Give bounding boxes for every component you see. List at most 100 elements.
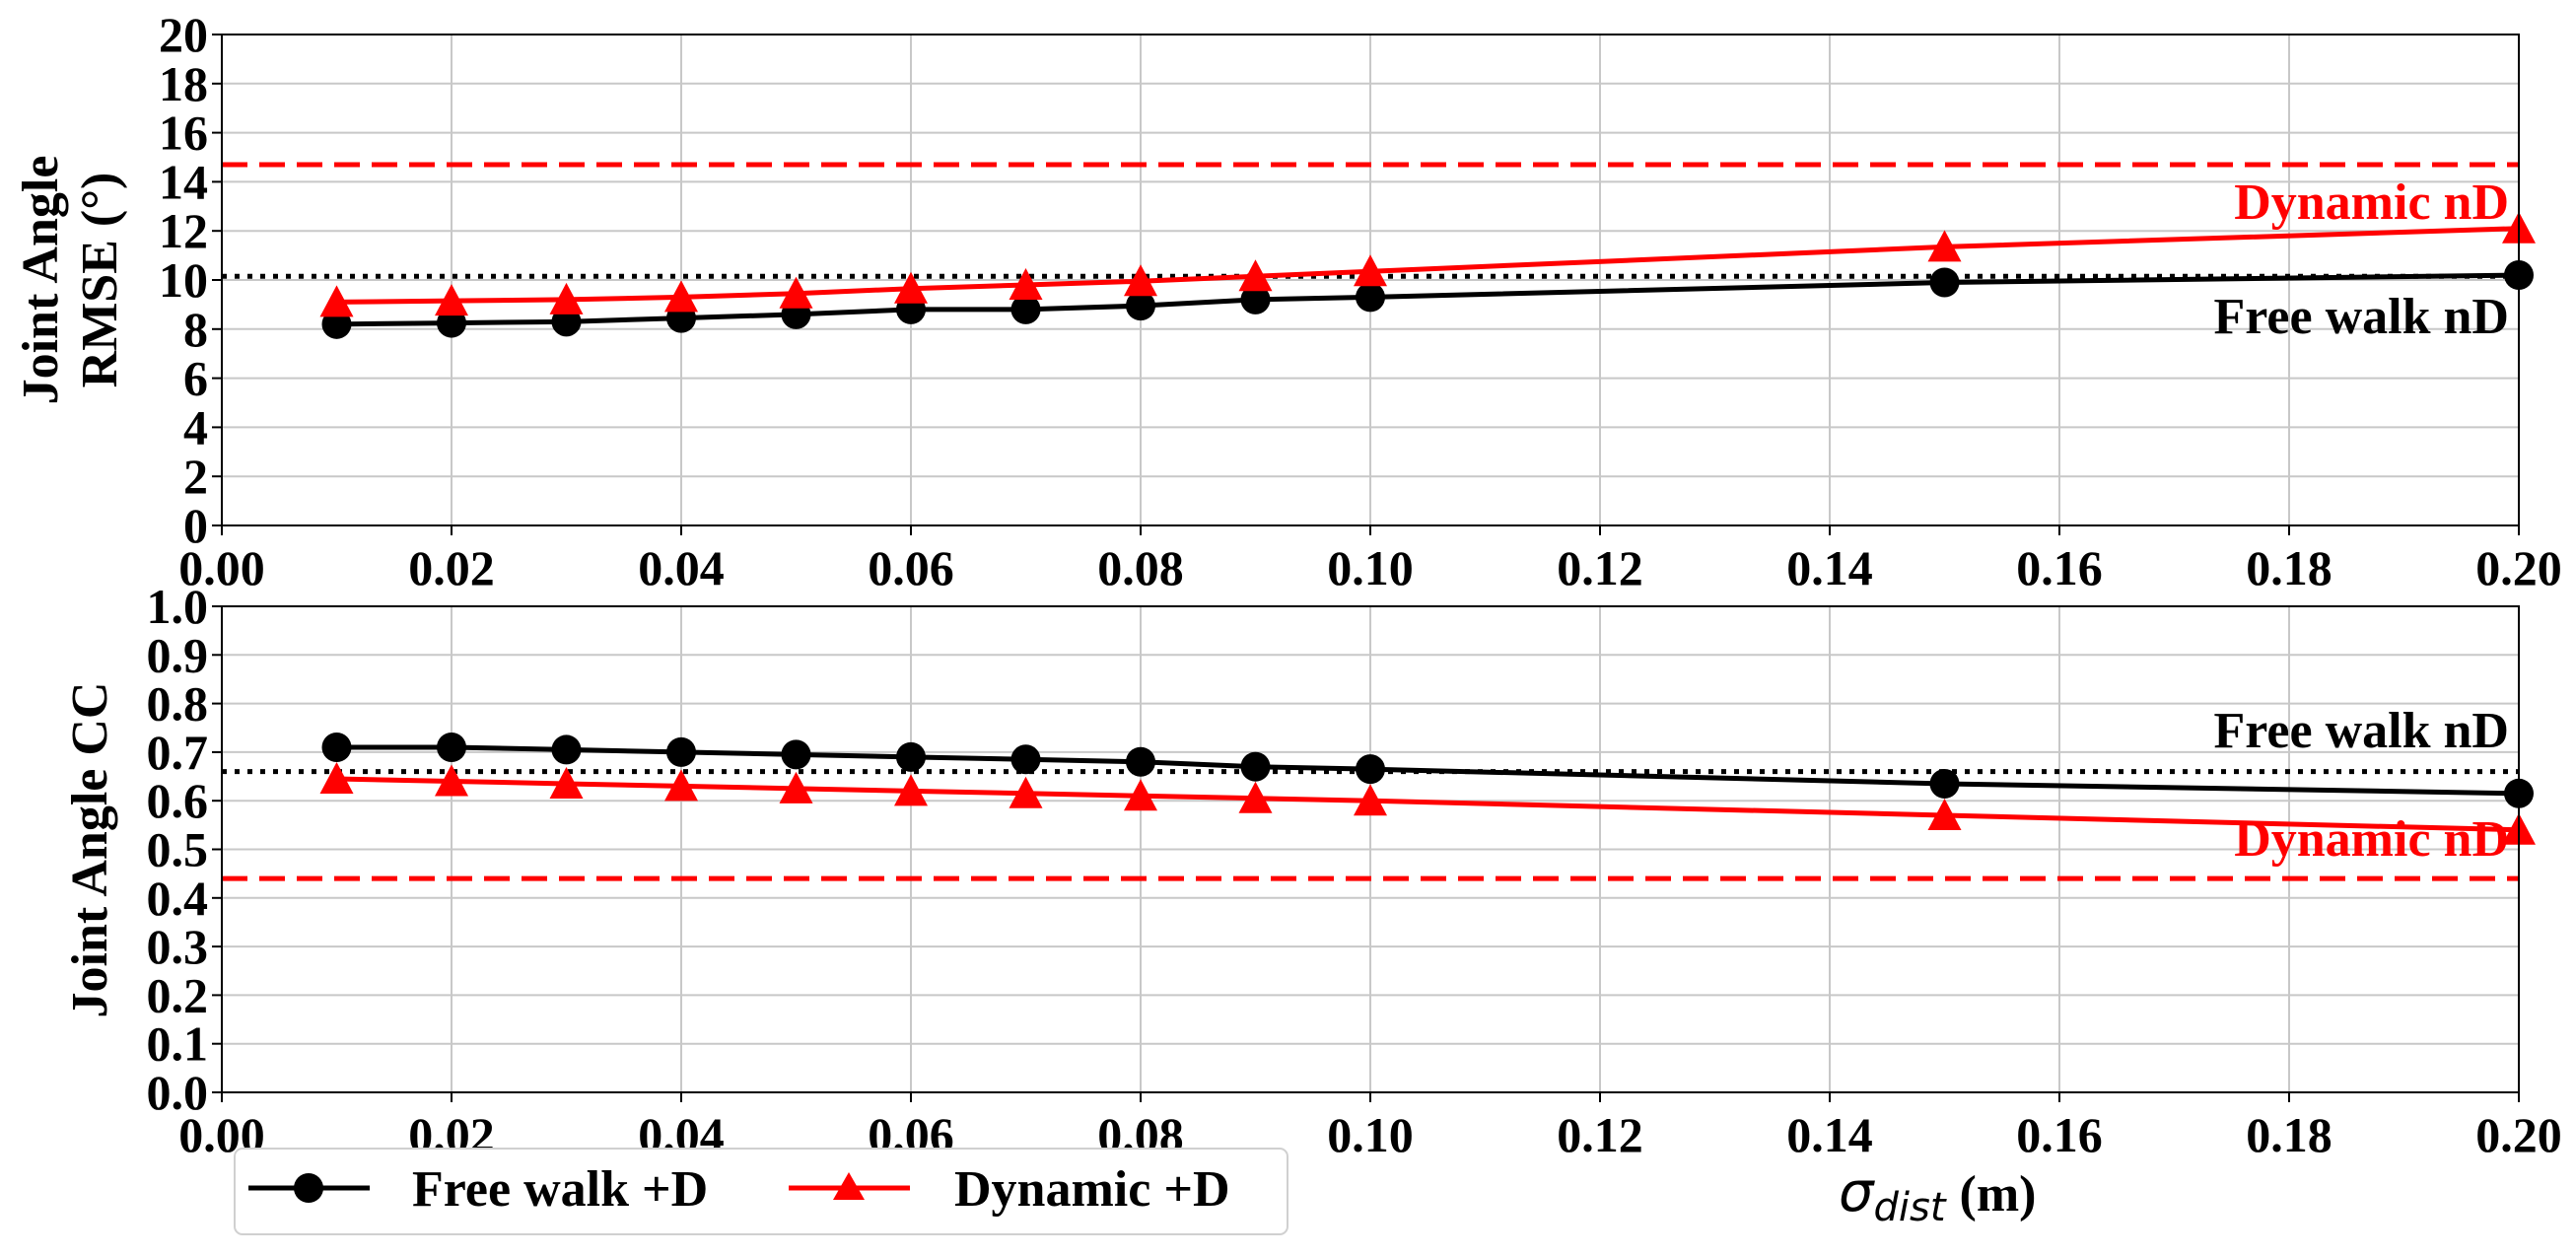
rmse-point-dynamic xyxy=(1238,259,1273,292)
cc-ylabel: Joint Angle CC xyxy=(62,682,118,1018)
rmse-x-tick-label: 0.00 xyxy=(178,540,265,595)
cc-y-tick-label: 0.9 xyxy=(147,627,209,682)
rmse-x-tick-label: 0.06 xyxy=(868,540,954,595)
rmse-y-tick-label: 18 xyxy=(159,56,208,111)
rmse-y-tick-label: 10 xyxy=(159,252,208,308)
rmse-point-dynamic xyxy=(319,285,354,317)
cc-series-line-free-walk xyxy=(336,744,2520,797)
cc-point-free-walk xyxy=(1929,768,1960,799)
cc-x-tick-label: 0.14 xyxy=(1786,1107,1873,1162)
cc-point-free-walk xyxy=(781,739,811,770)
cc-y-tick-label: 1.0 xyxy=(147,579,209,634)
rmse-y-tick-label: 20 xyxy=(159,7,208,62)
rmse-point-dynamic xyxy=(1354,254,1387,287)
rmse-x-tick-label: 0.08 xyxy=(1097,540,1184,595)
rmse-x-tick-label: 0.14 xyxy=(1786,540,1873,595)
cc-point-dynamic xyxy=(779,771,813,803)
rmse-y-tick-label: 8 xyxy=(183,302,208,357)
cc-y-tick-label: 0.6 xyxy=(147,773,209,828)
rmse-y-tick-label: 14 xyxy=(159,154,208,209)
rmse-y-tick-label: 12 xyxy=(159,203,208,258)
annotation-free-walk-nd-bottom: Free walk nD xyxy=(2214,703,2509,759)
rmse-point-free-walk xyxy=(1010,294,1041,324)
rmse-ylabel-line2: RMSE (°) xyxy=(72,173,128,388)
rmse-x-tick-label: 0.04 xyxy=(638,540,725,595)
rmse-point-free-walk xyxy=(1929,267,1960,298)
cc-x-tick-label: 0.20 xyxy=(2475,1107,2562,1162)
rmse-x-tick-label: 0.02 xyxy=(408,540,495,595)
x-axis-title: σdist (m) xyxy=(1839,1160,2036,1230)
rmse-point-dynamic xyxy=(549,282,584,314)
rmse-point-dynamic xyxy=(664,280,698,313)
legend-label-free-walk: Free walk +D xyxy=(412,1161,708,1218)
cc-y-tick-label: 0.7 xyxy=(147,725,209,780)
cc-grid xyxy=(221,605,2520,1093)
rmse-point-free-walk xyxy=(1240,284,1271,314)
rmse-point-dynamic xyxy=(1927,230,1962,262)
cc-point-free-walk xyxy=(551,734,582,765)
annotation-free-walk-nd-top: Free walk nD xyxy=(2214,289,2509,345)
rmse-x-tick-label: 0.12 xyxy=(1557,540,1643,595)
rmse-point-free-walk xyxy=(1126,291,1155,321)
legend: Free walk +D Dynamic +D xyxy=(234,1148,1288,1235)
rmse-point-dynamic xyxy=(1124,264,1157,297)
rmse-point-dynamic xyxy=(779,276,813,309)
cc-series xyxy=(319,732,2536,845)
annotation-dynamic-nd-top: Dynamic nD xyxy=(2234,175,2509,231)
cc-point-dynamic xyxy=(1354,784,1387,816)
cc-series-line-dynamic xyxy=(336,776,2520,833)
rmse-series-line-free-walk xyxy=(336,272,2520,327)
cc-point-dynamic xyxy=(435,764,468,797)
legend-marker-free-walk xyxy=(294,1173,323,1203)
cc-x-tick-label: 0.16 xyxy=(2016,1107,2103,1162)
cc-x-tick-label: 0.12 xyxy=(1557,1107,1643,1162)
cc-point-dynamic xyxy=(319,762,354,795)
cc-point-dynamic xyxy=(664,769,698,802)
cc-y-tick-label: 0.3 xyxy=(147,919,209,974)
rmse-x-tick-label: 0.18 xyxy=(2246,540,2332,595)
panel-cc: 0.00.10.20.30.40.50.60.70.80.91.0 0.00 0.… xyxy=(62,579,2562,1162)
rmse-x-ticks: 0.00 0.02 0.04 0.06 0.08 0.10 0.12 0.14 0.16 0.18… xyxy=(178,525,2562,595)
cc-point-free-walk xyxy=(321,732,352,762)
cc-point-free-walk xyxy=(1240,751,1271,782)
cc-y-tick-label: 0.5 xyxy=(147,822,209,877)
rmse-point-dynamic xyxy=(435,284,468,316)
cc-y-ticks: 0.00.10.20.30.40.50.60.70.80.91.0 xyxy=(147,579,222,1120)
cc-point-free-walk xyxy=(1010,744,1041,775)
cc-y-tick-label: 0.8 xyxy=(147,676,209,732)
cc-point-dynamic xyxy=(1009,776,1043,808)
cc-reference-lines xyxy=(222,769,2519,881)
rmse-point-free-walk xyxy=(1356,282,1385,313)
legend-marker-dynamic xyxy=(833,1172,865,1200)
cc-point-free-walk xyxy=(666,736,696,767)
cc-point-dynamic xyxy=(894,774,928,806)
cc-point-free-walk xyxy=(437,732,466,762)
cc-y-tick-label: 0.4 xyxy=(147,871,209,926)
cc-point-dynamic xyxy=(1124,779,1157,811)
rmse-x-tick-label: 0.20 xyxy=(2475,540,2562,595)
rmse-y-tick-label: 16 xyxy=(159,105,208,161)
legend-label-dynamic: Dynamic +D xyxy=(954,1161,1230,1218)
cc-y-tick-label: 0.2 xyxy=(147,967,209,1022)
rmse-point-dynamic xyxy=(894,271,928,304)
annotation-dynamic-nd-bottom: Dynamic nD xyxy=(2234,811,2509,868)
cc-point-dynamic xyxy=(1927,798,1962,830)
rmse-y-tick-label: 6 xyxy=(183,351,208,406)
cc-x-tick-label: 0.18 xyxy=(2246,1107,2332,1162)
rmse-y-tick-label: 4 xyxy=(183,399,208,454)
cc-y-tick-label: 0.1 xyxy=(147,1016,209,1072)
rmse-x-tick-label: 0.10 xyxy=(1327,540,1414,595)
rmse-reference-lines xyxy=(222,162,2519,279)
rmse-y-tick-label: 2 xyxy=(183,449,208,504)
rmse-series-line-dynamic xyxy=(336,226,2520,305)
rmse-ylabel-line1: Joint Angle xyxy=(13,156,69,405)
cc-point-dynamic xyxy=(1238,781,1273,813)
rmse-series xyxy=(319,211,2536,339)
cc-point-dynamic xyxy=(549,766,584,799)
cc-x-tick-label: 0.10 xyxy=(1327,1107,1414,1162)
rmse-point-dynamic xyxy=(1009,267,1043,300)
cc-point-free-walk xyxy=(1356,754,1385,785)
